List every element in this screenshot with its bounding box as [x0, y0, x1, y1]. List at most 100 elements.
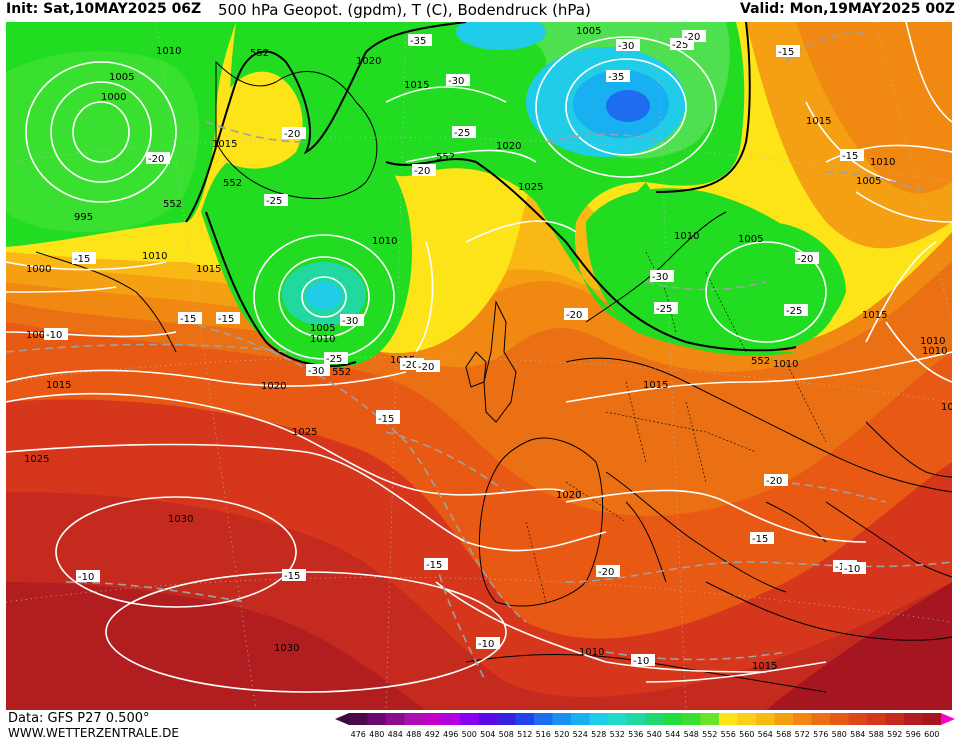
- pressure-label: 1015: [806, 116, 831, 127]
- temperature-label-bg: [596, 565, 620, 577]
- temperature-label: -20: [566, 310, 582, 321]
- temperature-label-box: -15: [72, 252, 96, 265]
- geopotential-label: 552: [163, 199, 182, 210]
- temperature-label: -35: [410, 36, 426, 47]
- pressure-label: 1020: [261, 381, 286, 392]
- temperature-label: -25: [656, 304, 672, 315]
- temperature-label: -10: [844, 564, 860, 575]
- temperature-label-box: -10: [631, 654, 655, 667]
- scale-tick-label: 560: [739, 730, 754, 739]
- temperature-label-bg: [654, 302, 678, 314]
- temperature-label-bg: [606, 70, 630, 82]
- color-scale-legend: 476 480 484 488 492 496 500 504 508 512 516 520 524 5…: [335, 712, 955, 744]
- scale-tick-label: 544: [665, 730, 680, 739]
- temperature-label: -35: [608, 72, 624, 83]
- scale-tick-label: 548: [684, 730, 699, 739]
- temperature-label-box: -30: [650, 270, 674, 283]
- scale-tick-label: 500: [462, 730, 477, 739]
- temperature-label-bg: [340, 314, 364, 326]
- temperature-label-box: -25: [654, 302, 678, 315]
- geopotential-label: 552: [223, 178, 242, 189]
- scale-swatch: [460, 713, 479, 725]
- temperature-label: -15: [378, 414, 394, 425]
- temperature-label-box: -20: [596, 565, 620, 578]
- lat-lon-grid: [6, 22, 952, 710]
- geopotential-552-line: [185, 22, 797, 352]
- temperature-label-bg: [416, 360, 440, 372]
- scale-swatch: [885, 713, 905, 725]
- scale-tick-label: 540: [647, 730, 662, 739]
- temperature-label-bg: [842, 562, 866, 574]
- temperature-label: -20: [766, 476, 782, 487]
- pressure-label: 995: [74, 212, 93, 223]
- temperature-label-box: -25: [324, 352, 348, 365]
- geopotential-label: 552: [436, 152, 455, 163]
- scale-tick-label: 492: [425, 730, 440, 739]
- scale-swatch: [608, 713, 627, 725]
- scale-tick-label: 556: [721, 730, 736, 739]
- website-url[interactable]: WWW.WETTERZENTRALE.DE: [8, 726, 179, 740]
- pressure-label: 1010: [674, 231, 699, 242]
- temperature-label: -25: [326, 354, 342, 365]
- temperature-label-bg: [682, 30, 706, 42]
- scale-tick-label: 524: [573, 730, 588, 739]
- scale-tick-label: 480: [369, 730, 384, 739]
- temperature-label: -30: [618, 41, 634, 52]
- scale-swatch: [719, 713, 738, 725]
- pressure-label: 1025: [518, 182, 543, 193]
- isobars: [6, 22, 952, 693]
- pressure-label: 1015: [212, 139, 237, 150]
- temperature-label-bg: [76, 570, 100, 582]
- scale-tick-label: 536: [628, 730, 643, 739]
- data-source: Data: GFS P27 0.500°: [8, 711, 150, 726]
- forecast-map-canvas[interactable]: 1010 1005 1000 995 1000 1005 1010 1015 1…: [6, 22, 952, 710]
- pressure-label: 1030: [168, 514, 193, 525]
- temperature-label-box: -25: [264, 194, 288, 207]
- temperature-label-box: -20: [416, 360, 440, 373]
- scale-tick-label: 516: [536, 730, 551, 739]
- temperature-label: -25: [786, 306, 802, 317]
- temperature-label-bg: [476, 637, 500, 649]
- temperature-label-box: -20: [795, 252, 819, 265]
- pressure-label: 1020: [356, 56, 381, 67]
- temperature-label: -15: [752, 534, 768, 545]
- scale-tick-label: 572: [795, 730, 810, 739]
- temperature-label-bg: [616, 39, 640, 51]
- scale-tick-label: 532: [610, 730, 625, 739]
- pressure-label: 1005: [738, 234, 763, 245]
- temperature-label-box: -15: [376, 412, 400, 425]
- pressure-label: 1010: [310, 334, 335, 345]
- temperature-label-bg: [178, 312, 202, 324]
- temperature-labels: -20 -15 -10 -15 -25 -20 -30 -25 -20 -35 -30 -25 -20 -…: [44, 30, 866, 667]
- scale-swatch: [626, 713, 646, 725]
- scale-swatch: [737, 713, 757, 725]
- scale-swatch: [423, 713, 442, 725]
- scale-swatch: [571, 713, 590, 725]
- scale-tick-label: 496: [443, 730, 458, 739]
- scale-swatch: [515, 713, 535, 725]
- contour-band-600-east: [766, 582, 952, 710]
- scale-swatch: [904, 713, 923, 725]
- temperature-label-bg: [784, 304, 808, 316]
- scale-swatch: [386, 713, 405, 725]
- low-scandinavia-core: [606, 90, 650, 122]
- temperature-label-bg: [306, 364, 330, 376]
- scale-tick-label: 512: [517, 730, 532, 739]
- temperature-label-box: -25: [784, 304, 808, 317]
- temperature-label: -30: [448, 76, 464, 87]
- pressure-label: 1010: [372, 236, 397, 247]
- temperature-label-box: -20: [412, 164, 436, 177]
- pressure-label: 1015: [196, 264, 221, 275]
- temperature-label: -10: [46, 330, 62, 341]
- scale-tick-label: 580: [832, 730, 847, 739]
- temperature-label-box: -15: [840, 149, 864, 162]
- scale-tick-label: 476: [351, 730, 366, 739]
- pressure-label: 1020: [556, 490, 581, 501]
- temperature-label: -20: [598, 567, 614, 578]
- pressure-label: 1020: [496, 141, 521, 152]
- pressure-label: 10: [941, 402, 952, 413]
- pressure-labels: 1010 1005 1000 995 1000 1005 1010 1015 1…: [24, 26, 952, 672]
- temperature-label-bg: [146, 152, 170, 164]
- scale-swatch: [867, 713, 886, 725]
- forecast-map[interactable]: 1010 1005 1000 995 1000 1005 1010 1015 1…: [6, 22, 952, 710]
